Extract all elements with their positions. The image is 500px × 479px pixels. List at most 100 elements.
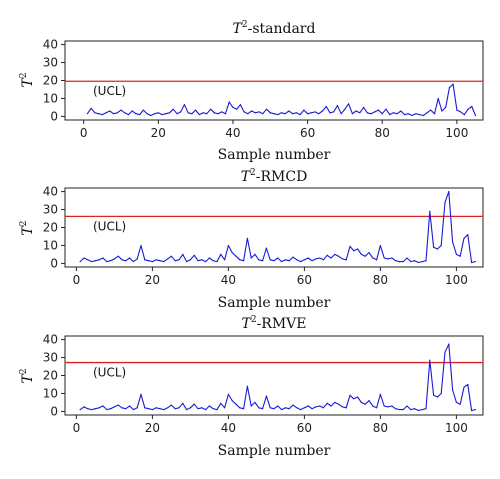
data-point — [330, 405, 332, 407]
data-point — [243, 260, 245, 262]
data-point — [448, 343, 450, 345]
data-point — [262, 408, 264, 410]
data-point — [246, 237, 248, 239]
data-point — [322, 259, 324, 261]
ucl-label: (UCL) — [93, 219, 126, 233]
data-point — [396, 113, 398, 115]
data-point — [235, 403, 237, 405]
data-point — [368, 252, 370, 254]
data-point — [139, 114, 141, 116]
data-point — [296, 407, 298, 409]
data-point — [455, 401, 457, 403]
data-point — [357, 248, 359, 250]
data-point — [189, 259, 191, 261]
data-point — [265, 395, 267, 397]
data-point — [402, 409, 404, 411]
data-point — [311, 260, 313, 262]
chart-title-suffix: -RMVE — [257, 316, 307, 332]
data-point — [392, 112, 394, 114]
data-point — [239, 104, 241, 106]
data-point — [161, 114, 163, 116]
data-point — [440, 392, 442, 395]
data-point — [83, 406, 85, 408]
data-point — [109, 110, 111, 112]
data-point — [239, 407, 241, 409]
data-point — [383, 405, 385, 407]
data-point — [425, 408, 427, 410]
data-point — [441, 110, 443, 112]
data-point — [417, 409, 419, 412]
data-point — [98, 259, 100, 261]
data-point — [178, 407, 180, 409]
data-point — [191, 113, 193, 115]
chart-title-sup: 2 — [250, 168, 256, 178]
data-point — [106, 409, 108, 411]
y-tick-label: 10 — [43, 386, 58, 400]
data-point — [398, 261, 400, 263]
data-point — [83, 257, 85, 259]
y-tick-label: 30 — [43, 56, 58, 70]
data-point — [353, 398, 355, 400]
x-tick-label: 100 — [445, 273, 468, 287]
chart-title-sup: 2 — [251, 315, 257, 325]
data-point — [273, 260, 275, 262]
data-point — [174, 408, 176, 410]
data-point — [220, 402, 222, 404]
data-point — [221, 111, 223, 113]
chart-title-suffix: -RMCD — [256, 169, 308, 185]
plot-frame — [64, 187, 484, 268]
data-point — [452, 241, 454, 243]
series-line — [86, 83, 477, 117]
data-point — [205, 261, 207, 263]
data-point — [391, 405, 393, 407]
data-point — [351, 113, 353, 115]
data-point — [440, 244, 442, 247]
data-point — [349, 245, 351, 247]
data-point — [172, 108, 174, 110]
data-point — [94, 260, 96, 262]
data-point — [307, 257, 309, 259]
data-point — [150, 114, 152, 117]
data-point — [131, 110, 133, 112]
data-point — [227, 244, 229, 247]
y-tick-label: 20 — [43, 74, 58, 88]
y-axis-label: T2 — [19, 72, 36, 87]
data-point — [414, 408, 416, 410]
chart-title-sup: 2 — [242, 20, 248, 30]
data-point — [112, 113, 115, 115]
y-axis-label-main: T — [20, 77, 36, 88]
data-point — [364, 255, 366, 257]
data-point — [433, 394, 435, 396]
data-point — [102, 257, 104, 259]
data-point — [262, 260, 264, 262]
data-point — [456, 109, 458, 111]
data-point — [426, 112, 428, 114]
data-point — [344, 108, 346, 110]
data-point — [168, 112, 171, 114]
data-point — [87, 408, 89, 410]
data-point — [159, 408, 161, 410]
data-point — [148, 260, 150, 262]
data-point — [430, 109, 432, 111]
data-point — [202, 112, 204, 114]
data-point — [254, 401, 256, 403]
data-point — [197, 408, 199, 410]
data-point — [189, 407, 191, 409]
data-point — [277, 114, 279, 116]
x-tick-label: 60 — [297, 421, 312, 435]
data-point — [140, 244, 142, 247]
data-point — [125, 260, 127, 262]
data-point — [180, 111, 182, 113]
data-point — [155, 259, 157, 261]
data-point — [471, 261, 473, 264]
y-axis-label: T2 — [19, 220, 36, 235]
data-point — [210, 108, 212, 110]
data-point — [129, 405, 131, 407]
data-point — [402, 261, 404, 263]
data-point — [303, 109, 305, 111]
data-point — [303, 259, 305, 261]
data-point — [292, 404, 294, 406]
